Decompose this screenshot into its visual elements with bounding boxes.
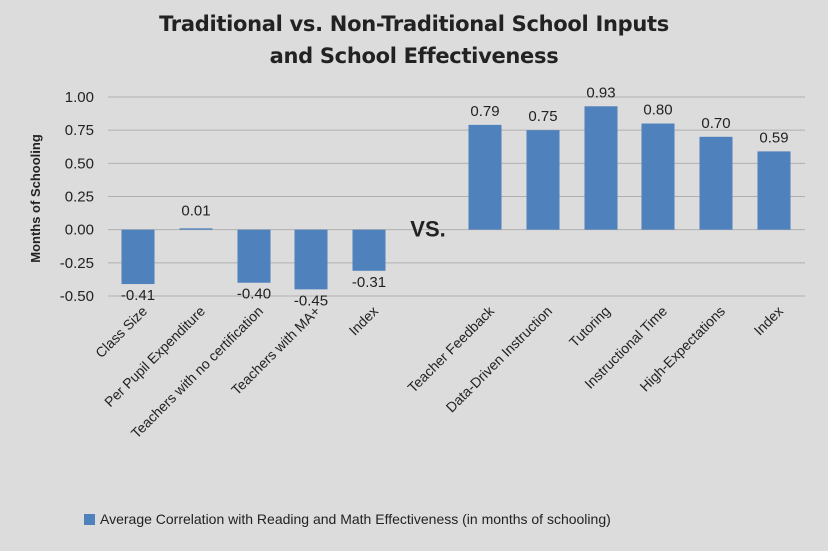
data-label: -0.31: [352, 274, 386, 291]
bar: [757, 151, 791, 230]
bar: [641, 123, 675, 230]
bar: [294, 229, 328, 290]
y-tick-label: 0.25: [65, 189, 94, 206]
chart-title: Traditional vs. Non-Traditional School I…: [0, 8, 828, 72]
bar: [352, 229, 386, 271]
category-label: Class Size: [92, 303, 150, 361]
chart-title-line-2: and School Effectiveness: [269, 44, 559, 68]
category-label: Tutoring: [566, 303, 613, 350]
bar: [121, 229, 155, 285]
data-label: 0.01: [181, 203, 210, 220]
data-label: 0.70: [701, 115, 730, 132]
data-label: -0.45: [294, 292, 328, 309]
category-label: Index: [346, 303, 382, 339]
category-label: Index: [751, 303, 787, 339]
y-tick-label: 0.75: [65, 122, 94, 139]
vs-annotation: VS.: [410, 217, 445, 242]
legend-swatch: [84, 513, 95, 525]
bar: [237, 229, 271, 283]
category-label: Per Pupil Expenditure: [101, 303, 208, 410]
y-tick-label: -0.25: [60, 255, 94, 272]
data-label: 0.59: [759, 129, 788, 146]
data-label: 0.79: [470, 103, 499, 120]
legend-label: Average Correlation with Reading and Mat…: [100, 511, 611, 527]
chart-title-line-1: Traditional vs. Non-Traditional School I…: [159, 12, 669, 36]
data-label: 0.93: [586, 84, 615, 101]
data-label: 0.80: [643, 102, 672, 119]
legend: Average Correlation with Reading and Mat…: [84, 511, 611, 527]
y-axis-label: Months of Schooling: [28, 134, 43, 263]
data-label: -0.41: [121, 287, 155, 304]
bar: [468, 124, 502, 230]
data-label: -0.40: [237, 286, 271, 303]
y-tick-label: 0.50: [65, 155, 94, 172]
data-label: 0.75: [528, 108, 557, 125]
y-tick-label: 0.00: [65, 222, 94, 239]
bar: [699, 136, 733, 230]
y-tick-label: -0.50: [60, 288, 94, 305]
bar: [584, 106, 618, 230]
y-tick-label: 1.00: [65, 89, 94, 106]
category-label: Data-Driven Instruction: [443, 303, 556, 416]
bar: [179, 228, 213, 230]
bar: [526, 130, 560, 230]
